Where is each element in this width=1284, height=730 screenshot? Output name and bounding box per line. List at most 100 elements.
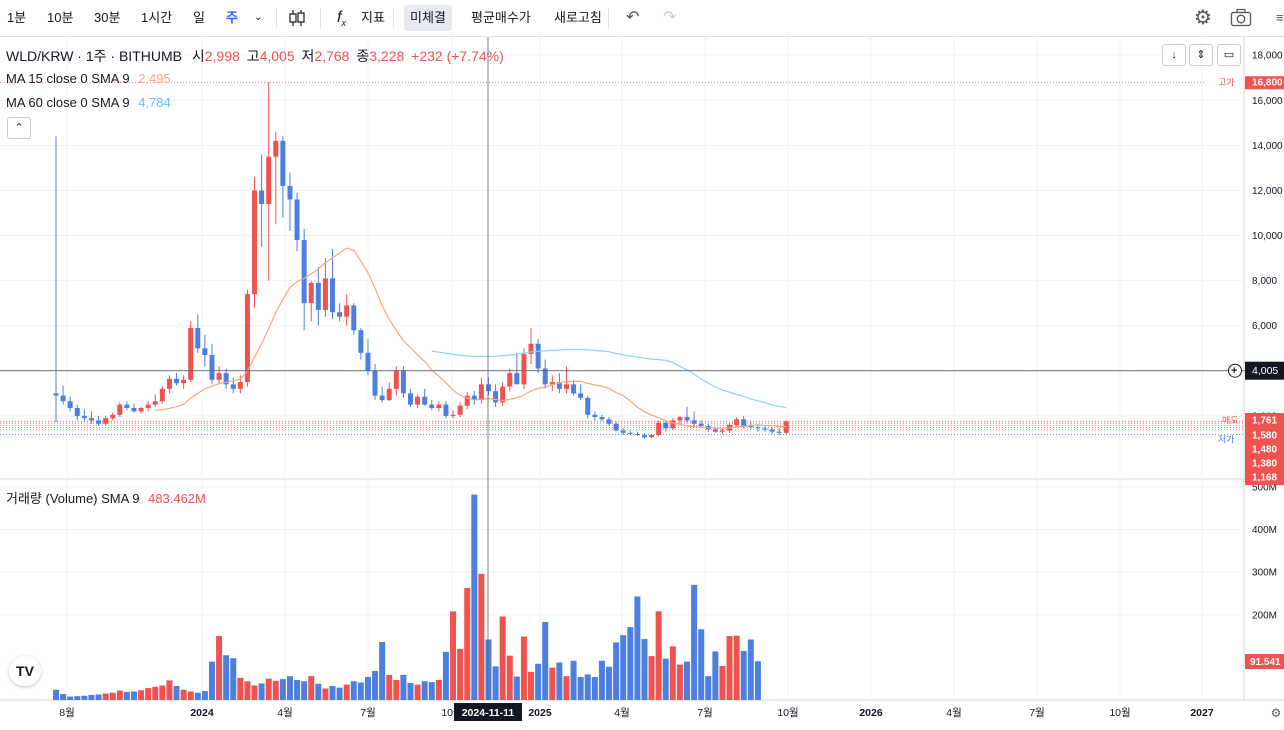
volume-bar	[350, 681, 357, 700]
indicators-button[interactable]: 지표	[361, 10, 385, 25]
chevron-down-icon[interactable]: ⌄	[254, 12, 263, 23]
average-buy-price-button[interactable]: 평균매수가	[471, 10, 531, 25]
candle-body	[124, 404, 130, 409]
volume-tick-label: 300M	[1252, 568, 1277, 579]
camera-icon[interactable]	[1230, 8, 1252, 28]
volume-bar	[740, 650, 747, 700]
ma15-label: MA 15 close 0 SMA 9	[6, 71, 130, 86]
volume-bar	[74, 696, 81, 700]
interval-day[interactable]: 일	[193, 10, 205, 25]
candle-body	[74, 408, 80, 416]
volume-bar	[286, 676, 293, 700]
volume-bar	[719, 665, 726, 700]
legend-ma60[interactable]: MA 60 close 0 SMA 9 4,784	[6, 95, 171, 110]
candle-body	[53, 393, 59, 396]
ma60-line	[431, 348, 787, 409]
candle-body	[507, 373, 513, 387]
candle-body	[429, 404, 435, 409]
candle-body	[322, 278, 328, 310]
volume-bar	[364, 676, 371, 700]
tradingview-logo[interactable]: TV	[9, 656, 41, 686]
gear-icon[interactable]: ⚙	[1194, 7, 1212, 29]
candle-body	[719, 430, 725, 432]
volume-bar	[180, 689, 187, 700]
price-tag-stack	[1245, 413, 1284, 485]
candle-body	[656, 422, 662, 436]
candle-body	[578, 393, 584, 398]
volume-bar	[435, 679, 442, 700]
refresh-button[interactable]: 새로고침	[554, 10, 602, 25]
volume-bar	[471, 494, 478, 700]
candle-body	[223, 373, 229, 385]
maximize-pane-button[interactable]: ▭	[1217, 44, 1241, 66]
candle-body	[330, 278, 336, 313]
volume-bar	[95, 694, 102, 700]
volume-bar	[88, 694, 95, 700]
volume-bar	[81, 695, 88, 700]
candle-body	[436, 404, 442, 409]
time-tick-label: 2027	[1190, 707, 1214, 719]
volume-bar	[705, 676, 712, 700]
time-tick-label: 2026	[859, 707, 883, 719]
move-down-button[interactable]: ↓	[1162, 44, 1186, 66]
volume-bar	[166, 680, 173, 700]
volume-bar	[301, 681, 308, 700]
interval-1min[interactable]: 1분	[7, 10, 27, 25]
candle-body	[471, 395, 477, 401]
collapse-legend-button[interactable]: ⌃	[7, 117, 31, 139]
candle-body	[372, 370, 378, 396]
candles-icon[interactable]	[288, 9, 306, 27]
volume-bar	[407, 682, 414, 700]
candle-body	[649, 435, 655, 438]
interval-week[interactable]: 주	[226, 10, 238, 25]
volume-bar	[258, 683, 265, 700]
volume-bar	[620, 635, 627, 700]
interval-30min[interactable]: 30분	[94, 10, 121, 25]
open-value: 2,998	[204, 48, 240, 64]
function-icon[interactable]: fx	[337, 9, 346, 29]
unfilled-orders-button[interactable]: 미체결	[404, 5, 452, 31]
legend-ohlc: WLD/KRW · 1주 · BITHUMB 시2,998 고4,005 저2,…	[6, 46, 504, 66]
candle-body	[443, 404, 449, 416]
volume-bar	[549, 667, 556, 700]
candle-body	[365, 352, 371, 371]
volume-tick-label: 500M	[1252, 482, 1277, 493]
volume-bar	[513, 676, 520, 700]
volume-bar	[279, 679, 286, 700]
candle-body	[152, 401, 158, 405]
undo-icon[interactable]: ↶	[626, 9, 640, 26]
candle-body	[315, 282, 321, 310]
crosshair-date-label: 2024-11-11	[462, 707, 515, 719]
volume-bar	[336, 687, 343, 700]
close-label: 종	[356, 48, 370, 64]
volume-bar	[187, 691, 194, 700]
volume-bar	[102, 693, 109, 700]
candle-body	[478, 384, 484, 401]
ma60-value: 4,784	[138, 95, 171, 110]
legend-volume[interactable]: 거래량 (Volume) SMA 9 483.462M	[6, 488, 206, 507]
high-value: 4,005	[259, 48, 295, 64]
more-icon[interactable]: ≡	[1276, 10, 1284, 25]
volume-bar	[251, 685, 258, 700]
interval-1hour[interactable]: 1시간	[141, 10, 173, 25]
candle-body	[386, 388, 392, 401]
price-chart[interactable]: 18,000 16,000 14,000 12,000 10,000 8,000 6,000…	[0, 37, 1284, 730]
candle-body	[237, 382, 243, 389]
volume-bar	[421, 681, 428, 700]
interval-10min[interactable]: 10분	[47, 10, 74, 25]
candle-body	[266, 156, 272, 204]
volume-bar	[684, 661, 691, 700]
price-tick-label: 10,000	[1252, 231, 1283, 242]
volume-bar	[294, 679, 301, 700]
legend-ma15[interactable]: MA 15 close 0 SMA 9 2,495	[6, 71, 171, 86]
candle-body	[174, 378, 180, 384]
price-tag-label: 1,168	[1252, 473, 1277, 484]
collapse-pane-button[interactable]: ⇕	[1189, 44, 1213, 66]
redo-icon[interactable]: ↷	[663, 9, 677, 26]
volume-bar	[329, 685, 336, 700]
volume-label: 거래량 (Volume) SMA 9	[6, 491, 140, 506]
candle-body	[485, 384, 491, 392]
candle-body	[670, 420, 676, 429]
high-marker-label: 고가	[1218, 78, 1235, 88]
candle-body	[273, 140, 279, 157]
